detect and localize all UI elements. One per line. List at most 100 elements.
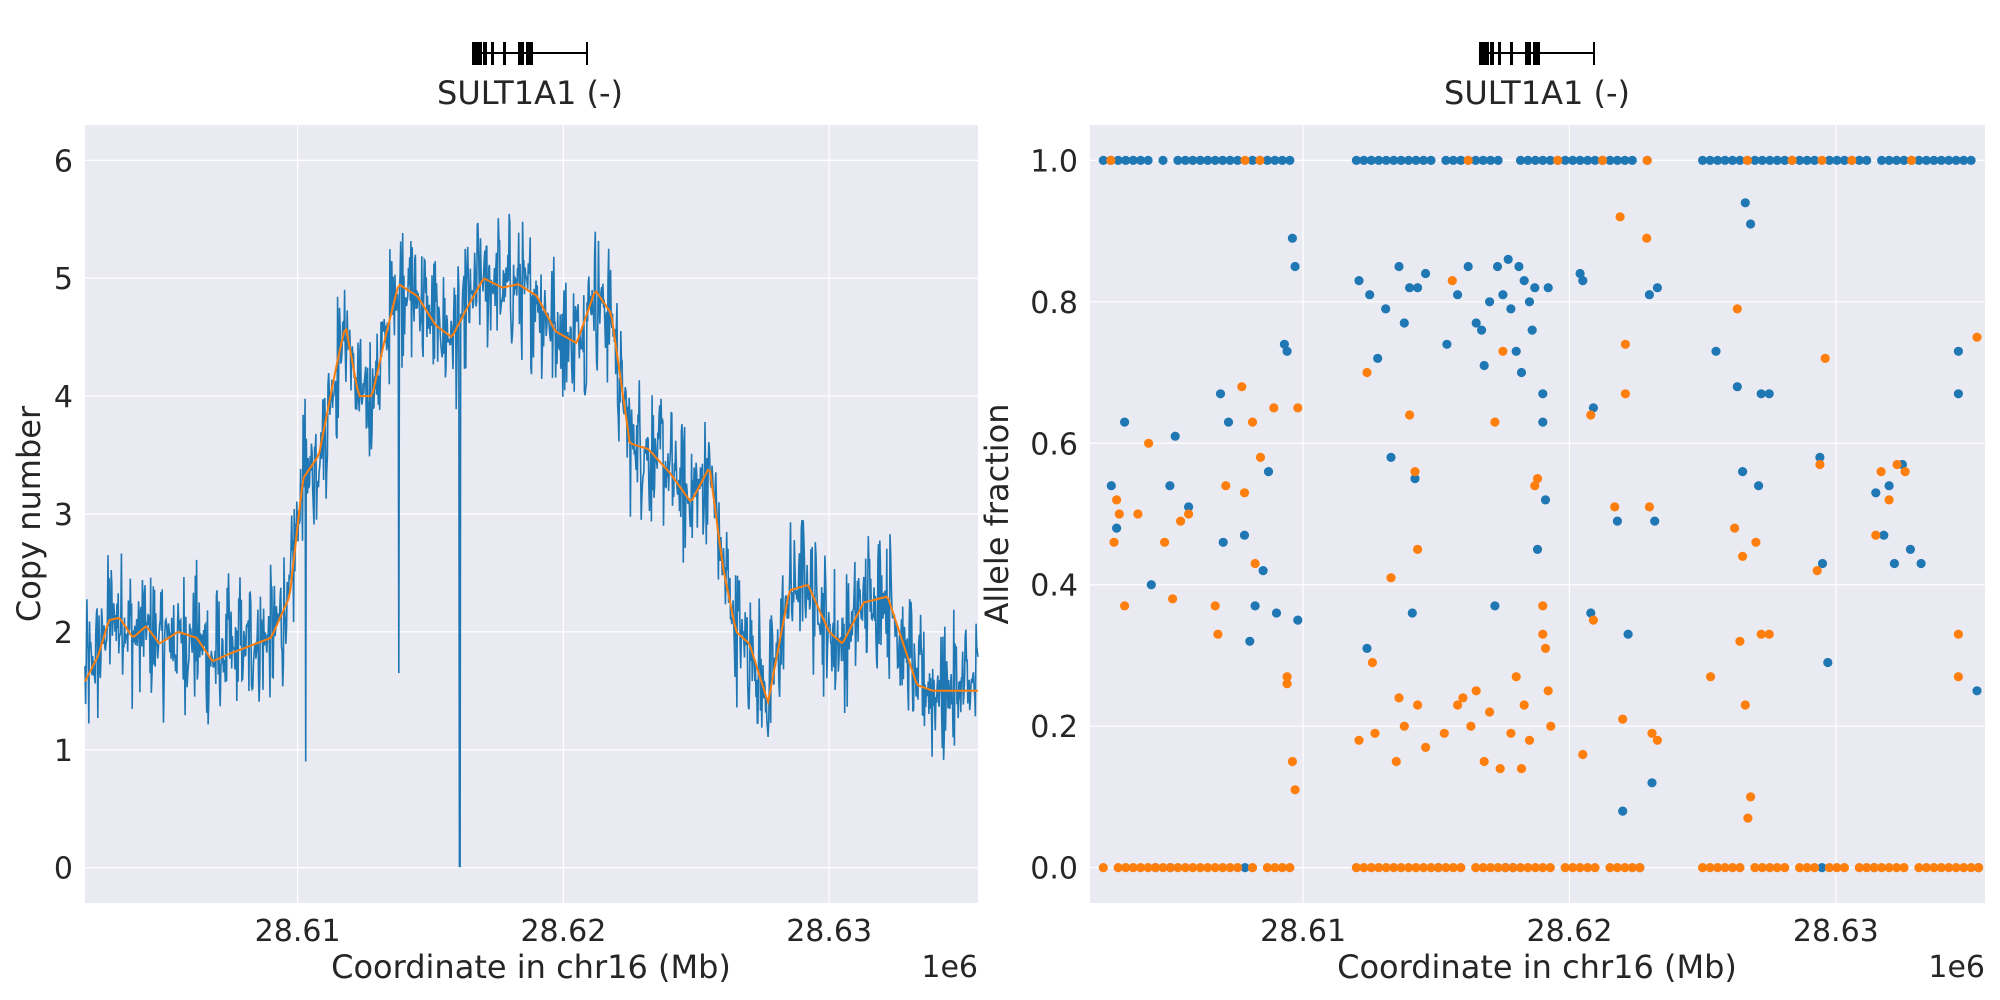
scatter-point [1237, 382, 1247, 392]
scatter-point [1405, 410, 1415, 420]
scatter-point [1854, 863, 1864, 873]
plot-area-right [1090, 125, 1985, 903]
scatter-point [1839, 863, 1849, 873]
scatter-point [1485, 707, 1495, 717]
scatter-point [1892, 459, 1902, 470]
x-tick-label: 28.62 [520, 914, 606, 949]
scatter-point [1448, 155, 1458, 165]
scatter-point [1279, 339, 1289, 349]
scatter-point [1972, 686, 1982, 696]
scatter-point [1921, 863, 1931, 873]
scatter-point [1824, 863, 1834, 873]
scatter-point [1498, 290, 1508, 300]
y-tick-label: 0.2 [1030, 710, 1078, 745]
scatter-point [1635, 863, 1645, 873]
scatter-point [1247, 155, 1258, 165]
scatter-point [1478, 155, 1488, 165]
scatter-point [1426, 155, 1436, 165]
scatter-point [1756, 389, 1766, 399]
scatter-point [1165, 863, 1175, 873]
scatter-point [1652, 735, 1662, 745]
scatter-point [1413, 700, 1423, 710]
scatter-point [1538, 389, 1548, 399]
scatter-point [1644, 290, 1654, 300]
scatter-point [1817, 155, 1827, 165]
scatter-point [1404, 863, 1414, 873]
scatter-point [1262, 863, 1272, 873]
scatter-point [1180, 155, 1190, 165]
scatter-point [1876, 467, 1886, 477]
scatter-point [1527, 325, 1537, 335]
scatter-point [1421, 268, 1431, 279]
scatter-point [1884, 495, 1894, 505]
scatter-point [1514, 261, 1524, 272]
scatter-point [1370, 728, 1380, 738]
scatter-point [1889, 558, 1899, 569]
scatter-point [1966, 863, 1976, 873]
scatter-point [1742, 155, 1752, 165]
x-offset-left: 1e6 [921, 950, 978, 985]
scatter-point [1871, 488, 1881, 498]
scatter-point [1233, 863, 1243, 873]
scatter-point [1575, 155, 1585, 165]
scatter-point [1642, 155, 1652, 165]
scatter-point [1530, 283, 1540, 293]
scatter-point [1442, 339, 1452, 349]
scatter-point [1247, 417, 1258, 427]
scatter-point [1727, 155, 1738, 165]
scatter-point [1884, 155, 1894, 165]
scatter-point [1765, 863, 1775, 873]
scatter-point [1359, 863, 1369, 873]
scatter-point [1277, 863, 1287, 873]
gene-exon [483, 42, 487, 65]
scatter-point [1143, 863, 1153, 873]
scatter-point [1802, 863, 1812, 873]
scatter-point [1590, 155, 1600, 165]
scatter-point [1195, 863, 1205, 873]
scatter-point [1120, 601, 1130, 611]
scatter-point [1605, 155, 1615, 165]
scatter-point [1263, 467, 1274, 477]
scatter-point [1823, 657, 1833, 668]
x-tick-label: 28.62 [1527, 914, 1613, 949]
scatter-point [1113, 863, 1123, 873]
scatter-point [1809, 155, 1820, 165]
scatter-point [1508, 863, 1518, 873]
scatter-point [1463, 261, 1473, 272]
scatter-point [1506, 304, 1516, 314]
scatter-point [1466, 721, 1476, 731]
gene-track-right [1479, 42, 1595, 65]
scatter-point [1575, 863, 1585, 873]
panel-allele-fraction: SULT1A1 (-) 28.61 28.62 28.63 0.0 0.2 0.4 0.6 0… [978, 42, 1985, 986]
scatter-point [1285, 863, 1295, 873]
scatter-point [1396, 155, 1406, 165]
scatter-point [1839, 155, 1849, 165]
scatter-point [1359, 155, 1369, 165]
scatter-point [1787, 155, 1797, 165]
scatter-point [1413, 283, 1423, 293]
scatter-point [1184, 509, 1194, 519]
scatter-point [1605, 863, 1615, 873]
scatter-point [1293, 403, 1303, 413]
allele-fraction-orange-points [1098, 155, 1984, 873]
scatter-point [1195, 155, 1205, 165]
scatter-point [1815, 452, 1825, 462]
scatter-point [1916, 558, 1926, 569]
scatter-point [1250, 601, 1260, 611]
scatter-point [1519, 700, 1529, 710]
scatter-point [1705, 863, 1715, 873]
scatter-point [1515, 863, 1526, 873]
scatter-point [1471, 686, 1481, 696]
scatter-point [1652, 283, 1662, 293]
x-tick-label: 28.63 [786, 914, 872, 949]
scatter-point [1503, 254, 1513, 264]
scatter-point [1764, 629, 1774, 639]
scatter-point [1396, 863, 1406, 873]
y-tick-label: 0.6 [1030, 427, 1078, 462]
scatter-point [1847, 155, 1857, 165]
scatter-point [1136, 155, 1146, 165]
scatter-point [1817, 863, 1827, 873]
scatter-point [1290, 785, 1300, 795]
gene-exon [1533, 42, 1540, 65]
scatter-point [1180, 863, 1190, 873]
